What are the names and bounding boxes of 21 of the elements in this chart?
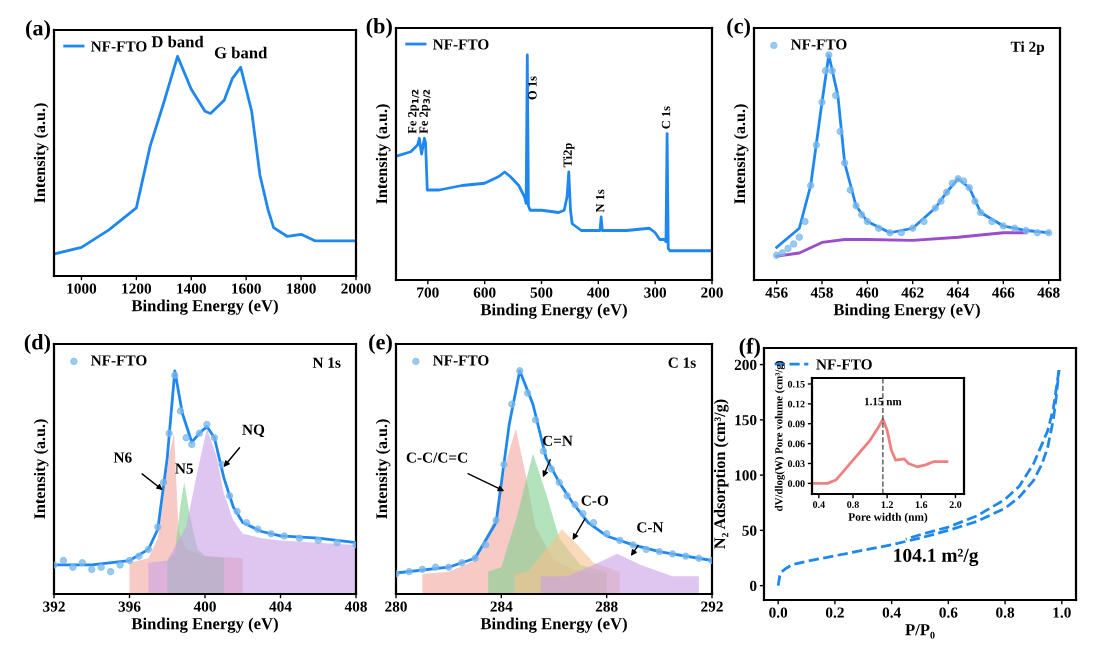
x-axis-title: Binding Energy (eV) — [833, 303, 980, 319]
y-axis-title: N₂ Adsorption (cm³/g) — [713, 399, 729, 549]
x-axis-title: Binding Energy (eV) — [131, 617, 278, 633]
y-axis-title: Intensity (a.u.) — [33, 103, 49, 203]
y-axis-title: Intensity (a.u.) — [733, 104, 749, 204]
x-axis-title: Binding Energy (eV) — [480, 617, 627, 633]
y-axis-title: Intensity (a.u.) — [375, 104, 391, 204]
x-axis-title: Binding Energy (eV) — [480, 303, 627, 319]
annotation: G band — [214, 46, 268, 59]
y-axis-title: Intensity (a.u.) — [33, 419, 49, 519]
chart-title: (a) — [26, 19, 51, 41]
annotation: D band — [151, 35, 204, 48]
y-axis-title: Intensity (a.u.) — [375, 419, 391, 519]
chart-title: (d) — [24, 333, 51, 355]
chart-title: (f) — [739, 337, 760, 359]
chart-title: (e) — [369, 333, 392, 355]
annotation: 104.1 m²/g — [894, 548, 979, 566]
x-axis-title: Binding Energy (eV) — [131, 299, 278, 315]
chart-title: (c) — [727, 17, 750, 39]
x-axis-title: P/P₀ — [905, 624, 935, 639]
chart-title: (b) — [366, 17, 392, 39]
